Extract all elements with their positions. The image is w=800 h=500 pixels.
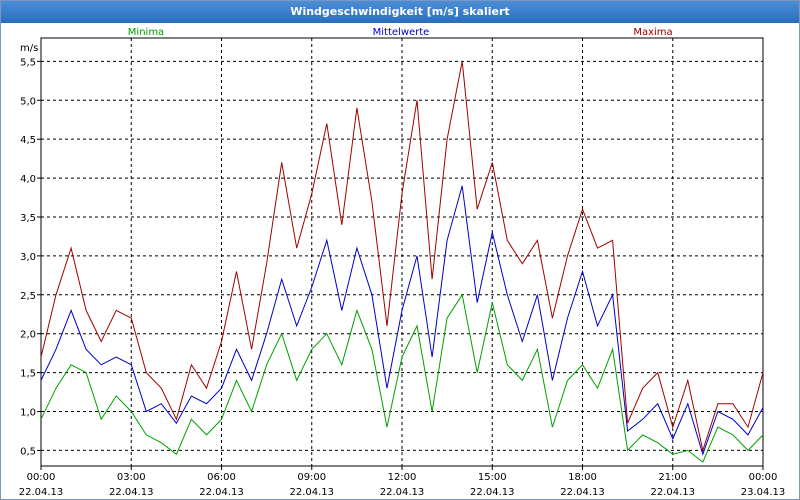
y-tick-label: 2,5	[20, 291, 36, 302]
x-tick-time-label: 21:00	[658, 472, 687, 483]
x-tick-date-label: 22.04.13	[650, 487, 695, 498]
y-tick-label: 3,5	[20, 213, 36, 224]
chart-grid	[41, 38, 763, 466]
legend-maxima: Maxima	[633, 27, 672, 38]
x-tick-time-label: 00:00	[749, 472, 778, 483]
y-tick-label: 2,0	[20, 330, 36, 341]
y-tick-label: 0,5	[20, 446, 36, 457]
plot-area-frame	[40, 37, 764, 467]
series-line-minima	[40, 293, 764, 463]
x-tick-date-label: 22.04.13	[470, 487, 515, 498]
series-line-mittelwerte	[40, 185, 764, 456]
x-tick-date-label: 22.04.13	[109, 487, 154, 498]
x-tick-time-label: 15:00	[478, 472, 507, 483]
y-tick-label: 4,0	[20, 174, 36, 185]
series-lines	[40, 61, 764, 463]
x-tick-date-label: 22.04.13	[19, 487, 64, 498]
x-axis: 00:00 22.04.13 03:00 22.04.13 06:00 22.04.13 0…	[19, 466, 786, 498]
x-tick-date-label: 22.04.13	[289, 487, 334, 498]
y-tick-label: 3,0	[20, 252, 36, 263]
y-axis-label: m/s	[20, 43, 38, 54]
window-title: Windgeschwindigkeit [m/s] skaliert	[1, 1, 799, 23]
y-tick-label: 1,5	[20, 369, 36, 380]
x-tick-time-label: 06:00	[207, 472, 236, 483]
series-line-maxima	[40, 61, 764, 453]
x-tick-date-label: 22.04.13	[560, 487, 605, 498]
x-tick-date-label: 22.04.13	[380, 487, 425, 498]
x-tick-time-label: 03:00	[117, 472, 146, 483]
y-tick-label: 5,5	[20, 57, 36, 68]
y-axis: 5,5 5,0 4,5 4,0 3,5 3,0 2,5 2,0 1,5 1,0 0,5	[20, 57, 41, 457]
x-tick-time-label: 18:00	[568, 472, 597, 483]
legend-minima: Minima	[128, 27, 164, 38]
y-tick-label: 4,5	[20, 135, 36, 146]
y-tick-label: 1,0	[20, 408, 36, 419]
x-tick-time-label: 00:00	[27, 472, 56, 483]
y-tick-label: 5,0	[20, 96, 36, 107]
x-tick-date-label: 22.04.13	[199, 487, 244, 498]
x-tick-date-label: 23.04.13	[741, 487, 786, 498]
x-tick-time-label: 09:00	[297, 472, 326, 483]
legend-mittelwerte: Mittelwerte	[373, 27, 430, 38]
x-tick-time-label: 12:00	[388, 472, 417, 483]
